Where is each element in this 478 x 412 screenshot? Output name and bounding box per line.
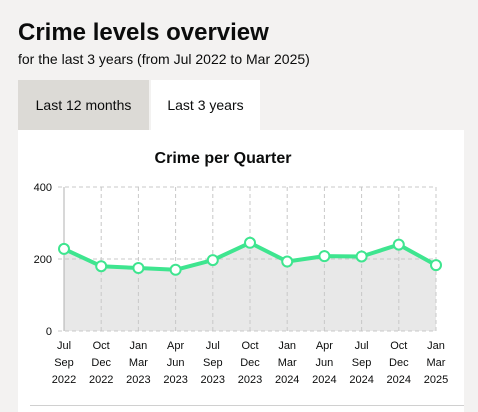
x-tick-label: Jun [316,357,334,369]
x-tick-label: Mar [129,357,148,369]
data-point [244,236,256,249]
data-point [206,254,219,267]
page-title: Crime levels overview [18,19,269,46]
x-tick-label: 2024 [312,374,336,386]
x-tick-label: Jul [206,340,220,352]
data-point [318,250,331,263]
data-point [392,238,405,251]
x-tick-label: Sep [203,357,223,369]
x-tick-label: 2023 [201,374,225,386]
x-tick-label: 2024 [387,374,411,386]
x-tick-label: Jul [57,340,71,352]
x-tick-label: 2023 [126,374,150,386]
y-tick-label: 0 [46,326,52,338]
x-tick-label: Jun [167,357,185,369]
data-point [169,263,182,276]
data-point [281,255,294,268]
x-tick-label: Apr [167,340,184,352]
y-tick-label: 400 [34,182,52,194]
data-point [355,250,368,263]
x-tick-label: 2024 [275,374,299,386]
x-tick-label: 2023 [238,374,262,386]
x-tick-label: 2023 [163,374,187,386]
data-point [132,262,145,274]
x-tick-label: Sep [54,357,74,369]
x-tick-label: Sep [352,357,372,369]
x-tick-label: Oct [93,340,110,352]
tab-list: Last 12 months Last 3 years [18,80,478,130]
y-tick-label: 200 [34,254,52,266]
x-tick-label: Jan [130,340,148,352]
x-tick-label: Mar [427,357,446,369]
tab-last-12-months[interactable]: Last 12 months [18,80,149,130]
x-tick-label: 2024 [349,374,373,386]
x-tick-label: Dec [91,357,111,369]
data-point [95,260,108,273]
x-tick-label: Jan [427,340,445,352]
x-tick-label: Apr [316,340,333,352]
x-tick-label: 2025 [424,374,448,386]
x-tick-label: Jul [355,340,369,352]
x-tick-label: Jan [278,340,296,352]
x-tick-label: Dec [240,357,260,369]
x-tick-label: Oct [241,340,258,352]
data-point [58,242,70,255]
page-subtitle: for the last 3 years (from Jul 2022 to M… [18,51,310,67]
x-tick-label: Dec [389,357,409,369]
data-point [430,259,442,272]
tab-last-3-years[interactable]: Last 3 years [151,80,260,130]
panel-divider [30,405,464,406]
x-tick-label: Oct [390,340,407,352]
x-tick-label: 2022 [52,374,76,386]
x-tick-label: 2022 [89,374,113,386]
x-tick-label: Mar [278,357,297,369]
chart-title: Crime per Quarter [154,150,292,167]
